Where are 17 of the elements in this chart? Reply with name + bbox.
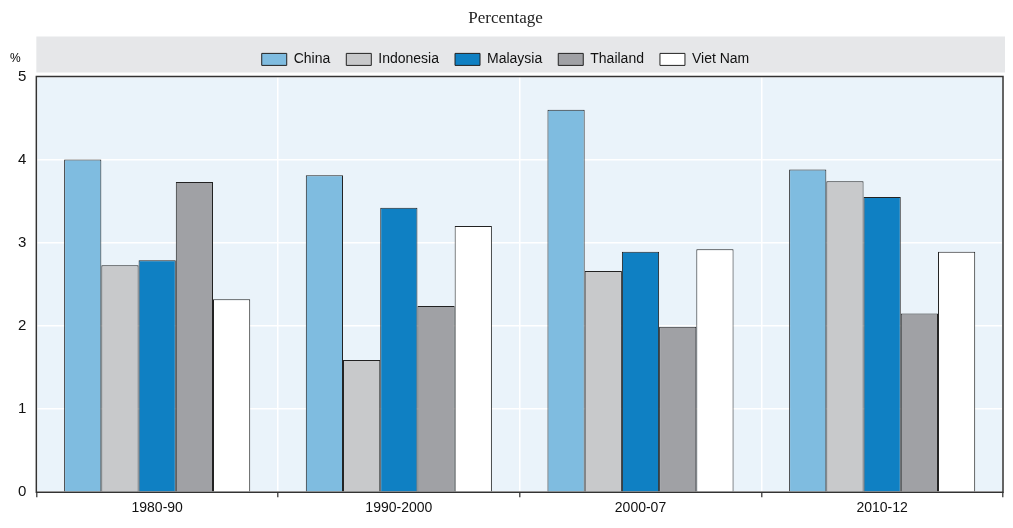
y-tick-label: 3 — [18, 232, 27, 250]
y-tick-label: 5 — [18, 66, 27, 84]
legend-label: Indonesia — [378, 50, 440, 67]
y-tick-label: 4 — [18, 149, 27, 167]
x-tick-label: 2000-07 — [614, 499, 667, 516]
legend-label: Thailand — [590, 50, 644, 67]
y-axis-title: % — [10, 50, 21, 65]
legend-label: Malaysia — [487, 50, 543, 67]
chart-subtitle: Percentage — [468, 7, 543, 27]
legend-label: China — [293, 50, 331, 67]
legend-label: Viet Nam — [691, 50, 750, 67]
y-tick-label: 0 — [18, 482, 27, 500]
y-tick-label: 2 — [18, 316, 27, 334]
x-tick-label: 1980-90 — [131, 499, 184, 516]
y-tick-label: 1 — [18, 399, 27, 417]
x-tick-label: 2010-12 — [856, 499, 909, 516]
x-tick-label: 1990-2000 — [365, 499, 433, 516]
